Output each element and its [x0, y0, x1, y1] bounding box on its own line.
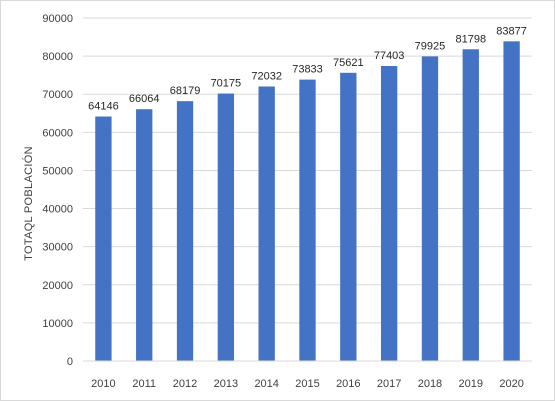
y-tick-label: 60000	[42, 127, 73, 139]
bar-2013	[217, 93, 235, 362]
x-tick-label-2012: 2012	[173, 378, 197, 390]
data-label-2014: 72032	[251, 70, 282, 82]
data-label-2016: 75621	[333, 57, 364, 69]
y-axis-title: TOTAQL POBLACIÓN	[22, 146, 35, 261]
data-label-2018: 79925	[415, 40, 446, 52]
data-label-2015: 73833	[292, 64, 323, 76]
bar-2017	[380, 66, 398, 361]
bar-2014	[258, 86, 275, 362]
y-tick-label: 20000	[42, 280, 73, 292]
x-tick-label-2010: 2010	[91, 378, 115, 390]
bar-2010	[95, 116, 112, 361]
x-tick-label-2015: 2015	[295, 378, 319, 390]
y-tick-label: 50000	[42, 165, 73, 177]
bar-2020	[503, 41, 520, 361]
x-tick-label-2019: 2019	[459, 378, 483, 390]
data-label-2019: 81798	[455, 33, 486, 45]
x-tick-label-2011: 2011	[132, 378, 156, 390]
data-labels: 64146 66064 68179 70175 72032 73833 75621 77403…	[88, 25, 527, 112]
y-tick-label: 10000	[42, 318, 73, 330]
x-tick-label-2017: 2017	[377, 378, 401, 390]
y-tick-label: 80000	[42, 51, 73, 63]
bars	[95, 41, 520, 362]
bar-2012	[176, 101, 194, 361]
y-tick-label: 30000	[42, 242, 73, 254]
x-tick-label-2020: 2020	[499, 378, 523, 390]
data-label-2011: 66064	[129, 93, 160, 105]
y-tick-label: 40000	[42, 204, 73, 216]
bar-2018	[421, 56, 439, 362]
bar-2015	[299, 79, 316, 362]
x-tick-label-2016: 2016	[336, 378, 360, 390]
bar-2011	[136, 109, 153, 362]
y-tick-label: 0	[67, 356, 73, 368]
x-tick-label-2014: 2014	[254, 378, 278, 390]
x-axis-ticks: 2010 2011 2012 2013 2014 2015 2016 2017 2018 2019…	[91, 378, 524, 390]
bar-2019	[462, 49, 479, 362]
data-label-2013: 70175	[211, 78, 242, 90]
y-tick-label: 70000	[42, 89, 73, 101]
y-axis-ticks: 0 10000 20000 30000 40000 50000 60000 70000 8000…	[42, 13, 73, 368]
bar-2016	[340, 72, 357, 362]
data-label-2020: 83877	[496, 25, 527, 37]
data-label-2010: 64146	[88, 101, 119, 113]
y-tick-label: 90000	[42, 13, 73, 25]
x-tick-label-2018: 2018	[418, 378, 442, 390]
data-label-2017: 77403	[374, 50, 405, 62]
data-label-2012: 68179	[170, 85, 201, 97]
x-tick-label-2013: 2013	[214, 378, 238, 390]
